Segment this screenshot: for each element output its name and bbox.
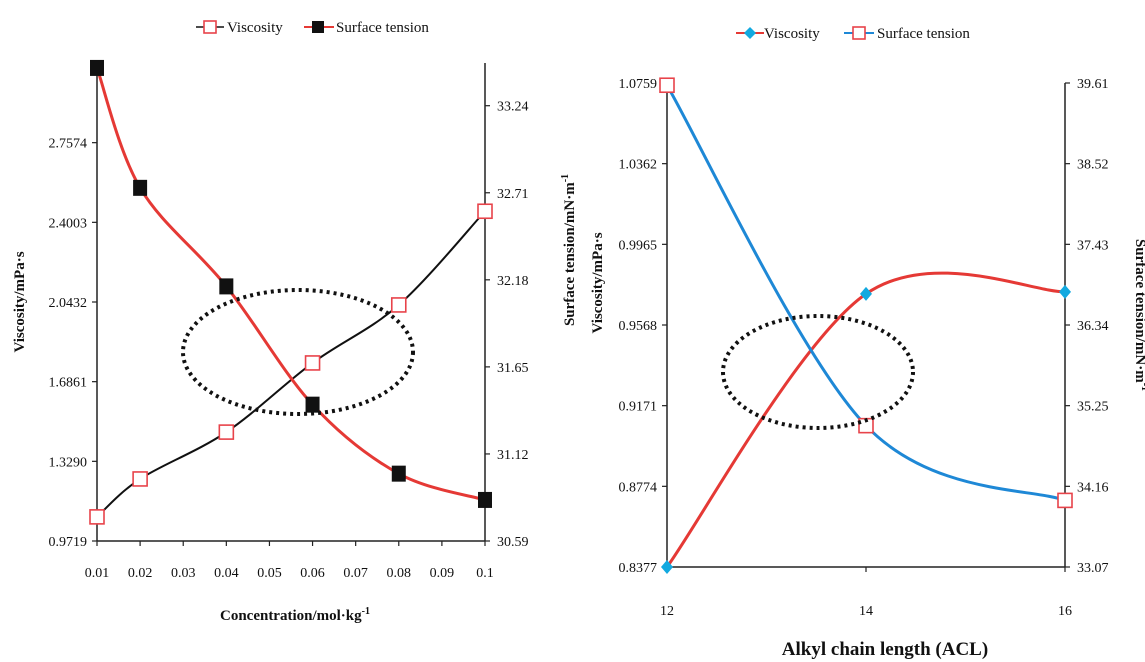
legend-label: Viscosity bbox=[227, 20, 283, 36]
legend-left: Viscosity Surface tension bbox=[196, 20, 429, 36]
x-axis-title: Concentration/mol·kg-1 bbox=[220, 606, 370, 624]
y-axis-title-left: Viscosity/mPa·s bbox=[590, 232, 606, 333]
x-tick-label: 0.08 bbox=[387, 566, 412, 581]
legend-item-surface-tension: Surface tension bbox=[844, 26, 970, 42]
series-markers bbox=[89, 59, 493, 525]
highlight-ellipse bbox=[721, 314, 915, 430]
chart-concentration: Viscosity Surface tension 0.01 0.02 0.03 0.… bbox=[12, 20, 529, 624]
y-right-tick-label: 33.07 bbox=[1077, 561, 1109, 576]
point-surface-tension bbox=[133, 179, 148, 196]
y-axis-title-left-extra: Surface tension/mN·m-1 bbox=[560, 174, 578, 326]
series-line-surface-tension bbox=[665, 84, 1066, 502]
y-right-tick-label: 31.12 bbox=[497, 448, 529, 463]
point-viscosity bbox=[661, 560, 673, 574]
series-line-viscosity bbox=[665, 271, 1066, 568]
x-tick-label: 16 bbox=[1058, 604, 1072, 619]
y-left-tick-label: 1.0759 bbox=[619, 77, 658, 92]
y-right-tick-label: 31.65 bbox=[497, 361, 529, 376]
y-left-tick-label: 0.8774 bbox=[619, 480, 658, 495]
y-left-tick-label: 0.9965 bbox=[619, 238, 658, 253]
point-viscosity bbox=[304, 355, 321, 371]
point-viscosity bbox=[477, 203, 493, 220]
y-left-tick-label: 1.3290 bbox=[49, 455, 88, 470]
ticks: 0.01 0.02 0.03 0.04 0.05 0.06 0.07 0.08 0.09 0.1 0… bbox=[49, 100, 529, 581]
y-axis-title-left: Viscosity/mPa·s bbox=[12, 251, 28, 352]
x-tick-label: 0.03 bbox=[171, 566, 196, 581]
legend-marker-open-square bbox=[203, 20, 217, 34]
legend-right: Viscosity Surface tension bbox=[736, 26, 970, 42]
chart-alkyl-chain: Viscosity Surface tension 12 14 16 0.8377 0.… bbox=[560, 26, 1145, 660]
y-right-tick-label: 32.18 bbox=[497, 274, 529, 289]
legend-item-surface-tension: Surface tension bbox=[304, 20, 429, 36]
y-left-tick-label: 1.6861 bbox=[49, 376, 88, 391]
x-tick-label: 0.1 bbox=[476, 566, 494, 581]
legend-marker-filled-square bbox=[312, 21, 324, 33]
legend-marker-filled-diamond bbox=[744, 27, 756, 39]
x-tick-label: 0.06 bbox=[300, 566, 325, 581]
x-tick-label: 0.07 bbox=[343, 566, 368, 581]
y-left-tick-label: 1.0362 bbox=[619, 158, 658, 173]
series-lines bbox=[665, 84, 1066, 568]
legend-label: Viscosity bbox=[764, 26, 820, 42]
y-left-tick-label: 0.9171 bbox=[619, 400, 658, 415]
y-right-tick-label: 33.24 bbox=[497, 100, 529, 115]
point-surface-tension bbox=[90, 59, 104, 76]
y-left-tick-label: 0.9568 bbox=[619, 319, 658, 334]
y-left-tick-label: 2.4003 bbox=[49, 216, 88, 231]
y-right-tick-label: 38.52 bbox=[1077, 158, 1109, 173]
ticks: 12 14 16 0.8377 0.8774 0.9171 0.9568 0.9965 1.03… bbox=[619, 77, 1109, 619]
x-tick-label: 12 bbox=[660, 604, 674, 619]
x-tick-label: 14 bbox=[859, 604, 873, 619]
legend-label: Surface tension bbox=[877, 26, 970, 42]
point-surface-tension bbox=[391, 465, 406, 482]
point-viscosity bbox=[1059, 284, 1071, 299]
point-surface-tension bbox=[305, 396, 320, 413]
y-right-tick-label: 37.43 bbox=[1077, 238, 1109, 253]
y-right-tick-label: 32.71 bbox=[497, 187, 529, 202]
point-viscosity bbox=[89, 509, 105, 525]
legend-item-viscosity: Viscosity bbox=[196, 20, 283, 36]
point-viscosity bbox=[860, 286, 872, 301]
legend-item-viscosity: Viscosity bbox=[736, 26, 820, 42]
point-viscosity bbox=[218, 424, 235, 440]
point-surface-tension bbox=[659, 77, 675, 94]
y-right-tick-label: 39.61 bbox=[1077, 77, 1109, 92]
point-surface-tension bbox=[478, 491, 492, 508]
y-axis-title-right: Surface tension/mN·m-1 bbox=[1132, 239, 1145, 391]
legend-label: Surface tension bbox=[336, 20, 429, 36]
x-tick-label: 0.02 bbox=[128, 566, 153, 581]
x-tick-label: 0.01 bbox=[85, 566, 110, 581]
y-right-tick-label: 35.25 bbox=[1077, 400, 1109, 415]
y-right-tick-label: 34.16 bbox=[1077, 480, 1109, 495]
x-axis-title: Alkyl chain length (ACL) bbox=[782, 639, 988, 660]
series-line-surface-tension bbox=[95, 67, 486, 502]
highlight-ellipse bbox=[181, 288, 415, 416]
point-surface-tension bbox=[219, 278, 234, 295]
point-viscosity bbox=[132, 471, 148, 487]
y-left-tick-label: 0.9719 bbox=[49, 535, 88, 550]
x-tick-label: 0.05 bbox=[257, 566, 282, 581]
y-left-tick-label: 0.8377 bbox=[619, 561, 658, 576]
legend-marker-open-square bbox=[852, 26, 866, 40]
x-tick-label: 0.09 bbox=[430, 566, 455, 581]
y-right-tick-label: 36.34 bbox=[1077, 319, 1109, 334]
point-viscosity bbox=[390, 297, 407, 313]
x-tick-label: 0.04 bbox=[214, 566, 239, 581]
series-lines bbox=[95, 67, 486, 518]
y-right-tick-label: 30.59 bbox=[497, 535, 529, 550]
series-line-viscosity bbox=[96, 210, 486, 518]
series-markers bbox=[659, 77, 1073, 574]
point-surface-tension bbox=[1057, 492, 1073, 509]
y-left-tick-label: 2.7574 bbox=[49, 137, 88, 152]
y-left-tick-label: 2.0432 bbox=[49, 296, 88, 311]
